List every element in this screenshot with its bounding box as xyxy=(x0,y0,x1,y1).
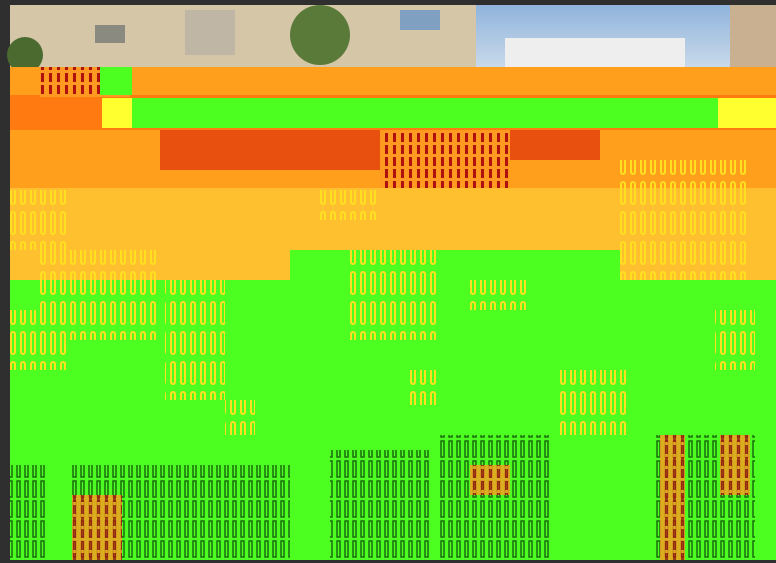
wall xyxy=(730,5,776,67)
tree xyxy=(7,37,43,73)
glitch-pattern xyxy=(660,435,685,560)
window xyxy=(400,10,440,30)
photo xyxy=(7,5,776,560)
glitch-pattern xyxy=(72,495,122,560)
glitch-red xyxy=(510,130,600,160)
glitch-pattern xyxy=(10,310,70,370)
glitch-pattern xyxy=(440,435,550,560)
glitch-red xyxy=(160,130,380,170)
house xyxy=(505,38,685,67)
glitch-pattern xyxy=(410,370,440,405)
glitch-pattern xyxy=(165,280,225,400)
glitch-pattern xyxy=(470,465,510,495)
building xyxy=(10,5,476,67)
glitch-pattern xyxy=(330,450,430,560)
glitch-pattern xyxy=(350,250,440,340)
glitch-pattern xyxy=(560,370,630,435)
tree xyxy=(290,5,350,65)
glitch-pattern xyxy=(225,400,255,435)
glitch-pattern xyxy=(380,130,510,188)
balcony xyxy=(185,10,235,55)
glitch-pattern xyxy=(470,280,530,310)
glitch-pattern xyxy=(715,310,755,370)
glitch-yellow xyxy=(102,98,134,128)
glitch-pattern xyxy=(320,190,380,220)
glitch-green xyxy=(100,67,132,95)
glitch-yellow xyxy=(718,98,776,128)
glitch-pattern xyxy=(620,160,750,280)
window xyxy=(95,25,125,43)
glitch-pattern xyxy=(10,465,45,560)
glitch-pattern xyxy=(720,435,750,495)
glitch-bar xyxy=(132,98,718,128)
glitch-pattern xyxy=(10,190,70,250)
